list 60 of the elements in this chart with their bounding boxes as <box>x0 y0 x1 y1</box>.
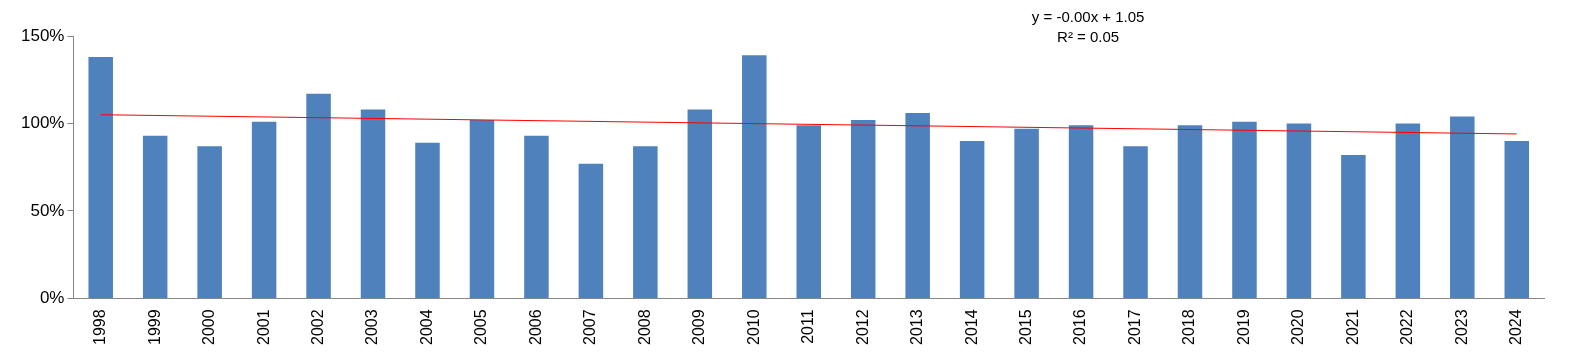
y-tick-label: 0% <box>39 288 65 308</box>
bar <box>360 109 386 298</box>
bar <box>1123 146 1148 298</box>
bar <box>742 55 767 298</box>
x-tick-label: 2012 <box>853 309 871 345</box>
bar <box>959 140 985 298</box>
x-tick-label: 2016 <box>1071 309 1089 345</box>
bar <box>197 146 222 298</box>
x-tick-label: 2022 <box>1398 309 1416 345</box>
bar <box>306 93 331 298</box>
x-tick-label: 2000 <box>200 309 218 345</box>
bar <box>415 142 440 298</box>
x-tick-label: 2018 <box>1180 309 1198 345</box>
x-tick-label: 2015 <box>1017 309 1034 345</box>
bar <box>1286 123 1312 298</box>
y-tick-label: 100% <box>21 113 65 133</box>
x-tick-label: 2019 <box>1234 309 1252 345</box>
bar <box>251 121 277 298</box>
y-tick-label: 150% <box>21 25 65 45</box>
bar <box>687 109 713 298</box>
bar <box>905 112 930 298</box>
bar <box>88 56 113 298</box>
x-tick-label: 2013 <box>908 309 926 345</box>
bar <box>524 135 549 298</box>
x-tick-label: 2003 <box>363 309 381 345</box>
annotation: R² = 0.05 <box>1057 27 1120 45</box>
x-tick-label: 1999 <box>145 309 163 345</box>
x-tick-label: 2009 <box>690 309 708 345</box>
bar <box>1068 125 1094 298</box>
x-tick-label: 2002 <box>308 309 326 345</box>
bar <box>1232 121 1257 298</box>
bar <box>1014 128 1039 298</box>
x-tick-label: 2024 <box>1507 309 1525 345</box>
x-tick-label: 2008 <box>635 309 653 345</box>
x-tick-label: 2007 <box>581 309 599 345</box>
x-tick-label: 2010 <box>744 309 762 345</box>
y-tick-label: 50% <box>30 200 65 220</box>
x-tick-label: 2014 <box>962 309 980 345</box>
x-tick-label: 2017 <box>1125 309 1143 345</box>
bar <box>142 135 168 298</box>
bar <box>850 119 876 298</box>
x-tick-label: 2004 <box>417 309 435 345</box>
bar <box>1450 116 1475 298</box>
x-tick-label: 2011 <box>799 309 817 344</box>
text: y = -0.00x + 1.05 <box>1031 7 1145 25</box>
x-tick-label: 2005 <box>472 309 490 345</box>
bar <box>578 163 604 298</box>
x-tick-label: 2006 <box>526 309 544 345</box>
x-tick-label: 2001 <box>254 309 272 345</box>
bar <box>633 146 658 298</box>
bar <box>1341 154 1366 298</box>
bar <box>1177 125 1203 298</box>
x-tick-label: 2023 <box>1452 309 1470 345</box>
x-tick-label: 2020 <box>1289 309 1307 345</box>
bar <box>796 125 821 298</box>
bar <box>1504 140 1530 298</box>
bar <box>469 119 495 298</box>
bar <box>1395 123 1421 298</box>
x-tick-label: 1998 <box>91 309 109 345</box>
x-tick-label: 2021 <box>1343 309 1361 345</box>
